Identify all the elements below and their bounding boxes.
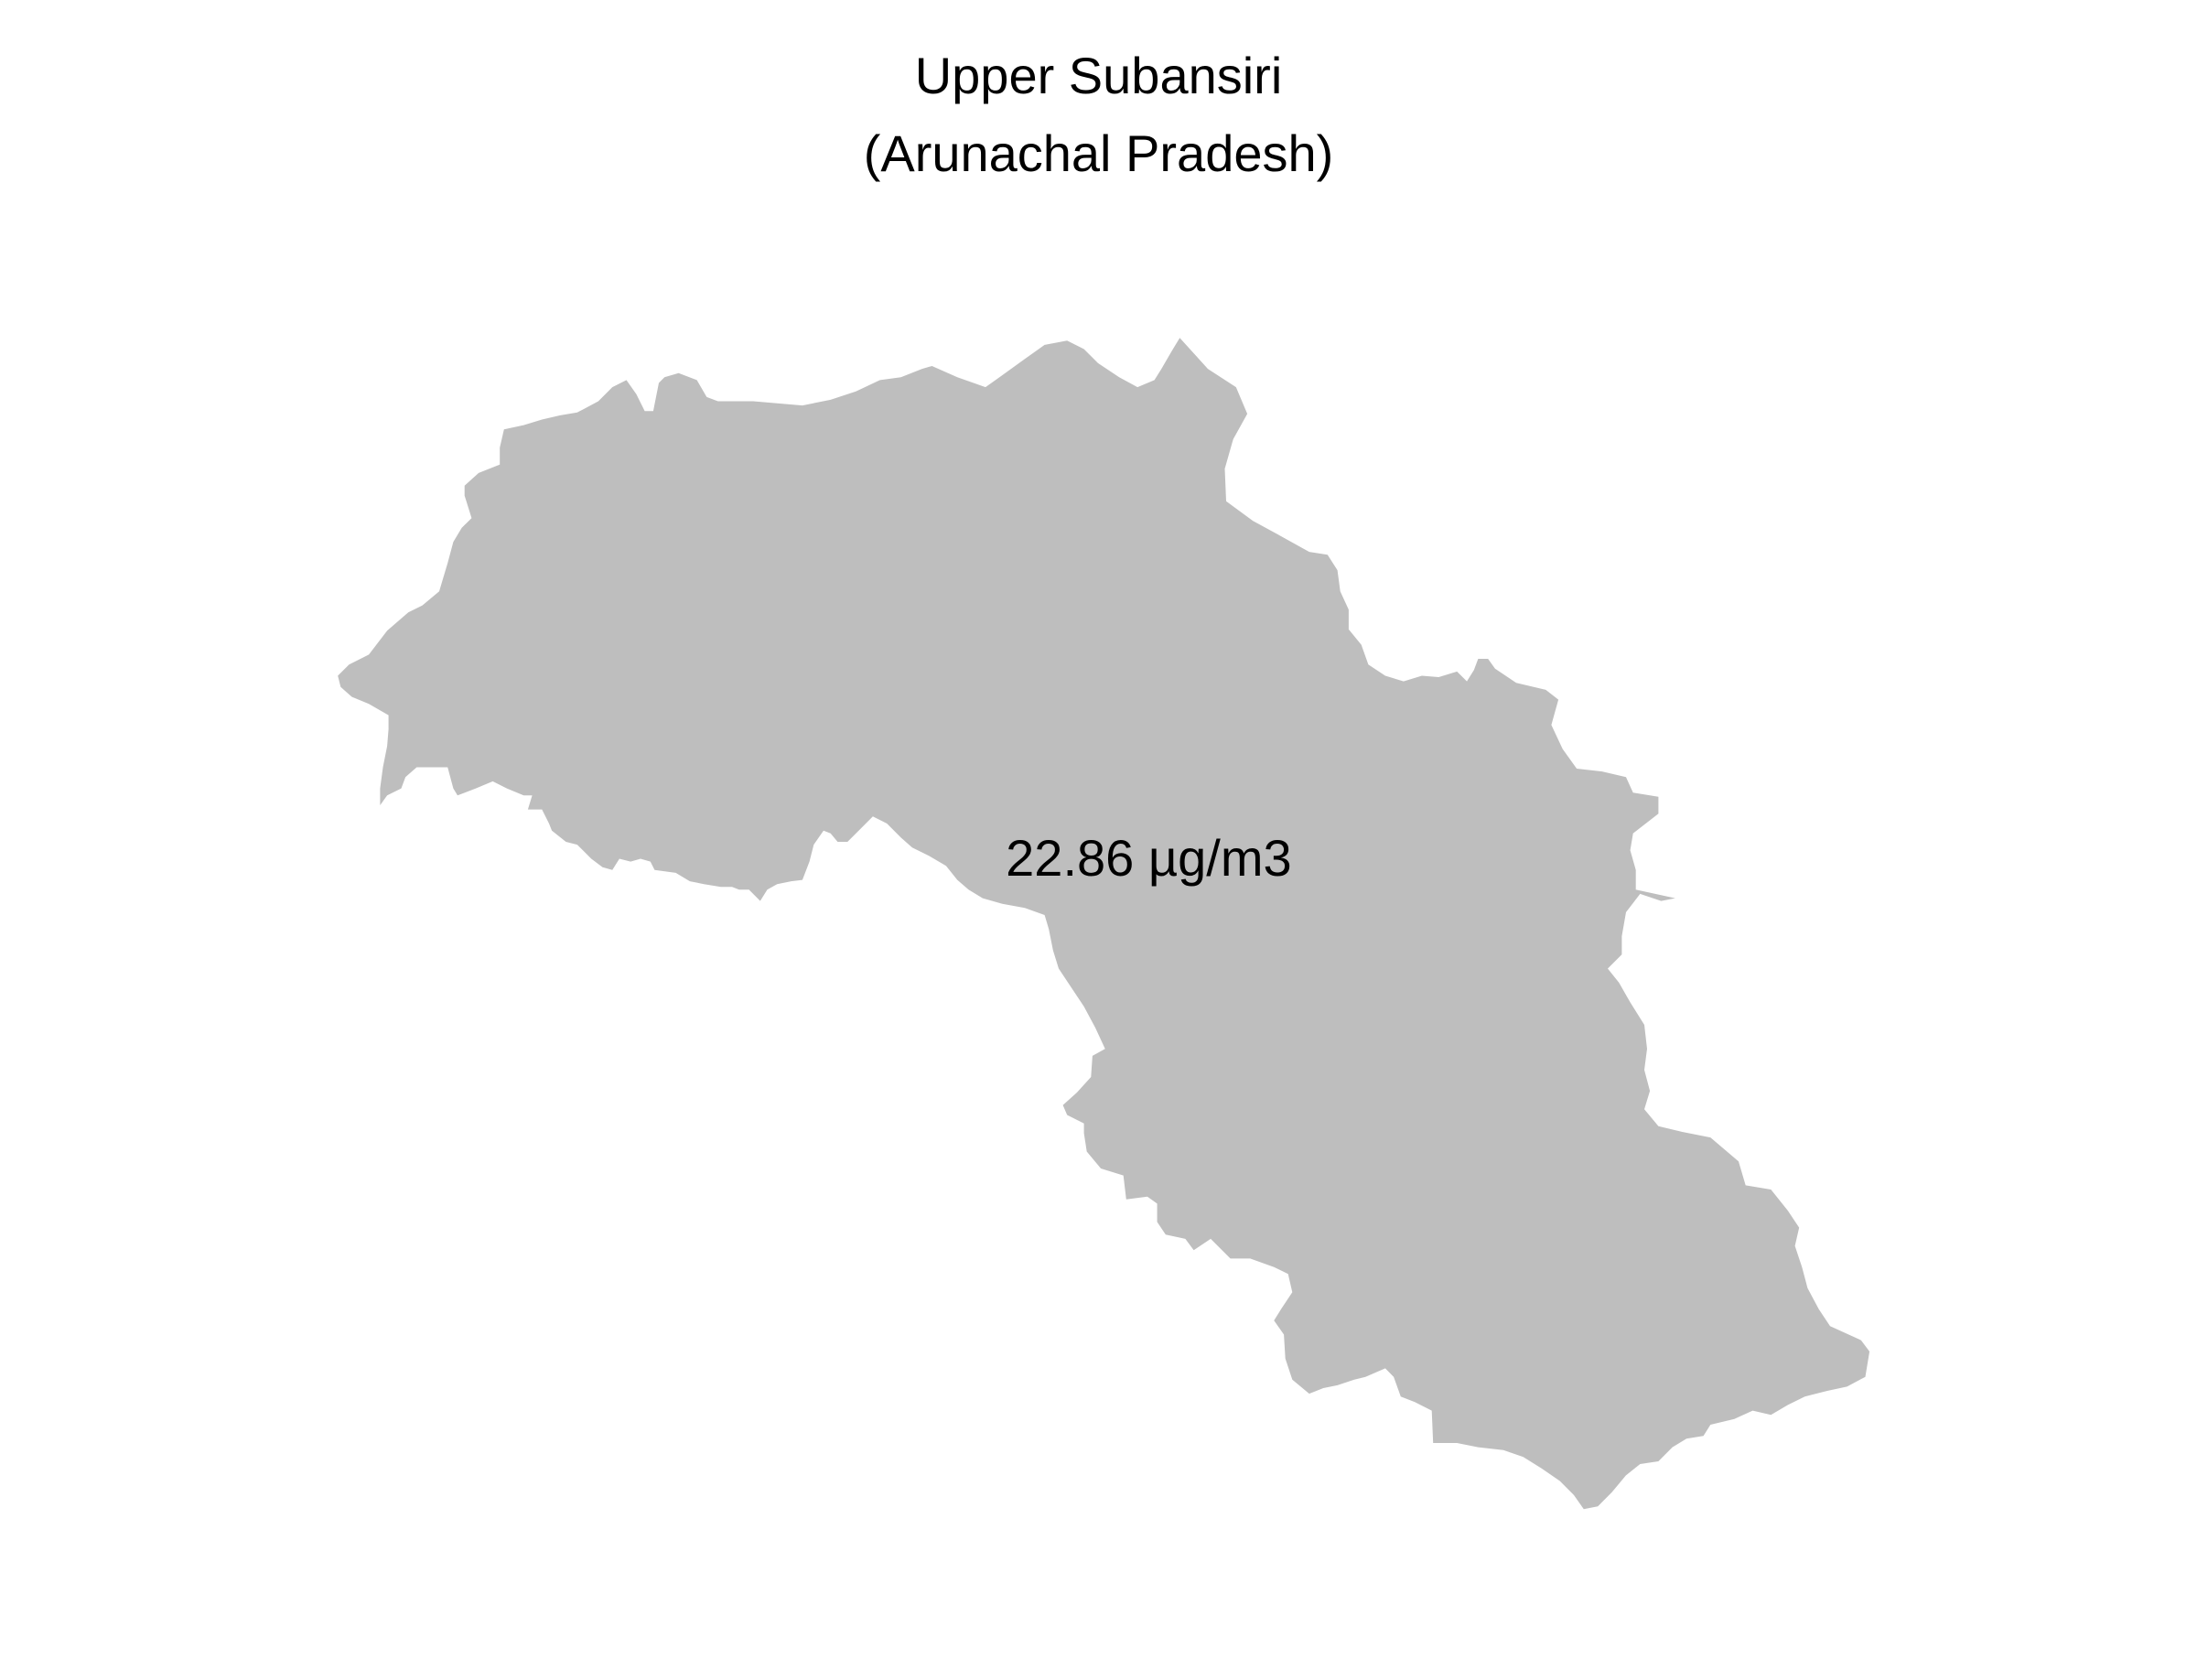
district-value-label: 22.86 µg/m3 [1006,829,1291,887]
map-subtitle: (Arunachal Pradesh) [863,124,1334,182]
map-title: Upper Subansiri [914,47,1283,104]
district-region-upper-subansiri [338,338,1870,1510]
